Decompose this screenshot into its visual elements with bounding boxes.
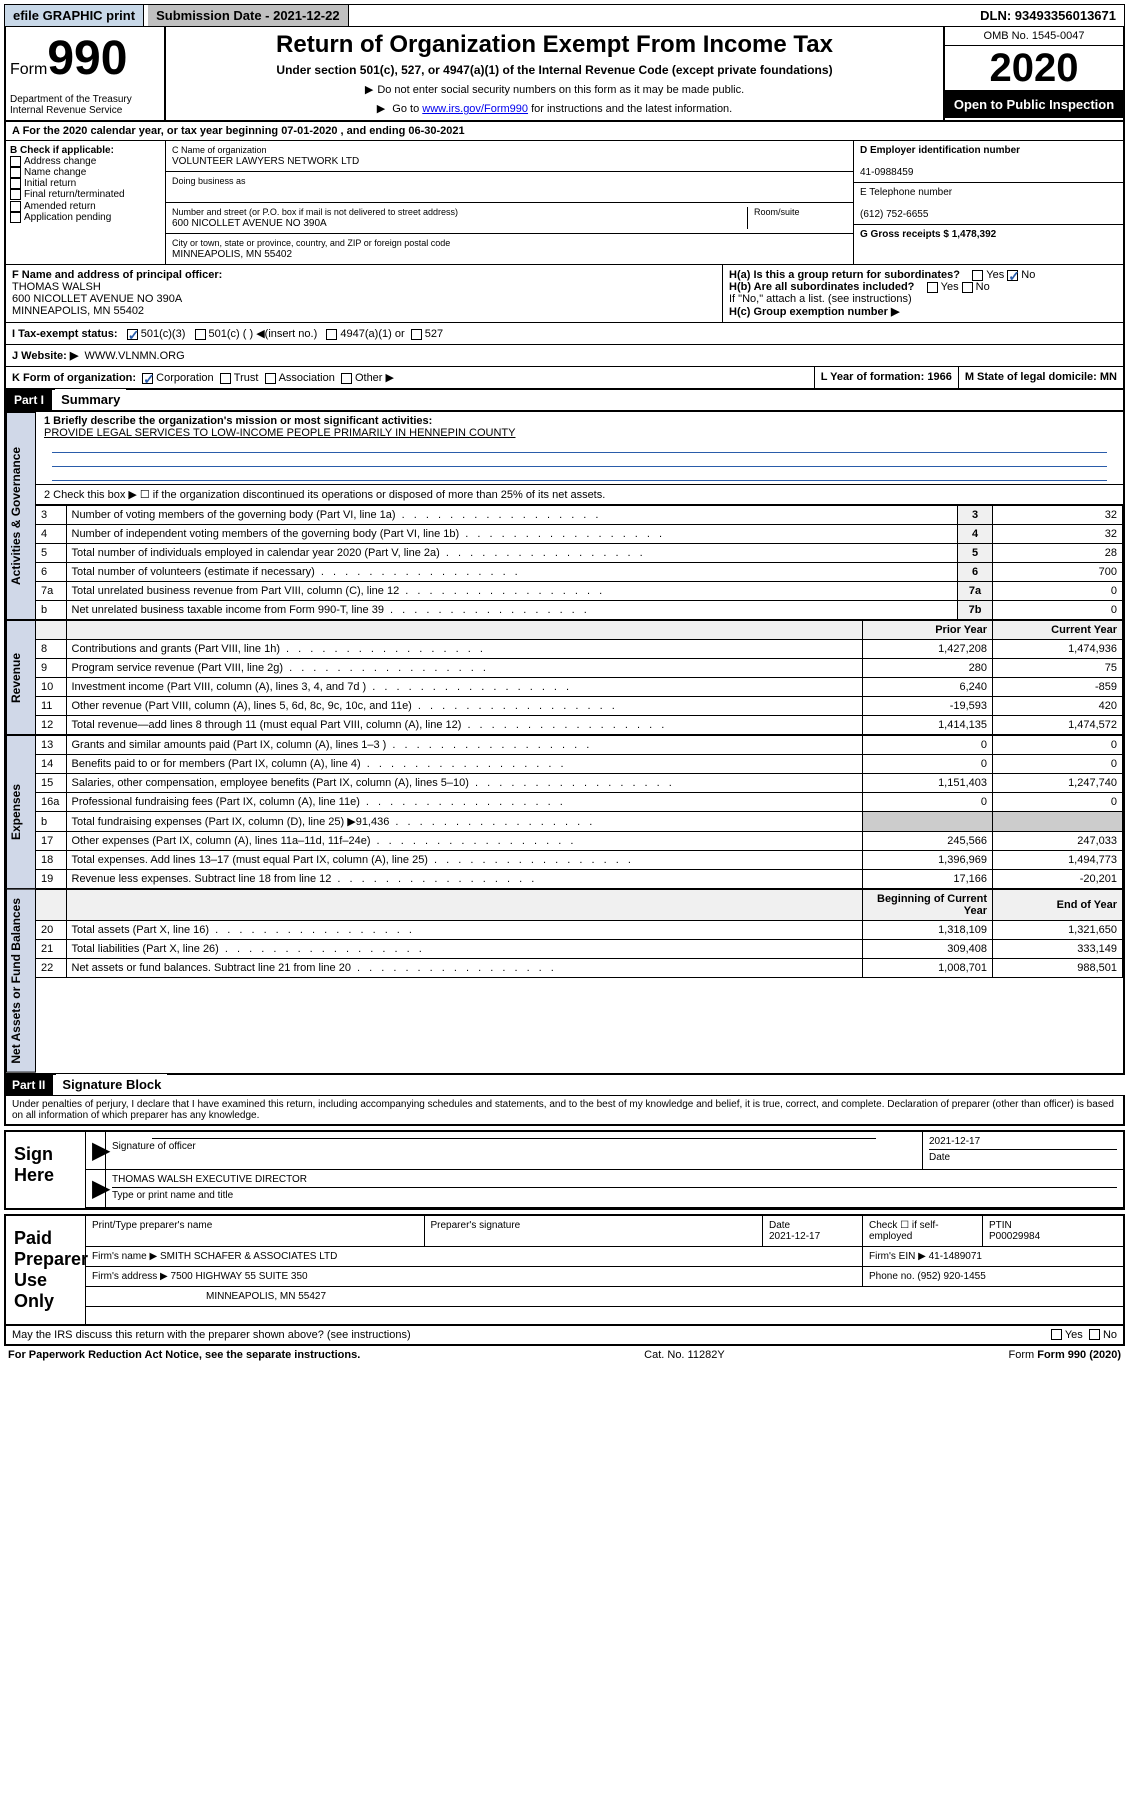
part1-title: Summary: [55, 389, 126, 410]
gross-receipts: G Gross receipts $ 1,478,392: [860, 229, 996, 240]
form-subtitle: Under section 501(c), 527, or 4947(a)(1)…: [174, 63, 935, 77]
phone: (612) 752-6655: [860, 209, 928, 220]
form-title: Return of Organization Exempt From Incom…: [174, 31, 935, 59]
efile-button[interactable]: efile GRAPHIC print: [5, 5, 144, 26]
officer-name: THOMAS WALSH: [12, 281, 101, 293]
note-ssn: Do not enter social security numbers on …: [174, 83, 935, 96]
net-assets-table: Beginning of Current YearEnd of Year 20T…: [36, 889, 1123, 978]
part2-tag: Part II: [4, 1075, 53, 1095]
ein: 41-0988459: [860, 167, 913, 178]
side-net: Net Assets or Fund Balances: [6, 889, 36, 1073]
website: WWW.VLNMN.ORG: [84, 350, 184, 362]
irs-link[interactable]: www.irs.gov/Form990: [422, 103, 528, 115]
dln: DLN: 93493356013671: [972, 5, 1124, 26]
part2-title: Signature Block: [56, 1074, 167, 1095]
officer-sig-name: THOMAS WALSH EXECUTIVE DIRECTOR: [112, 1174, 307, 1185]
tax-year: 2020: [945, 46, 1123, 91]
side-revenue: Revenue: [6, 620, 36, 735]
declaration: Under penalties of perjury, I declare th…: [4, 1095, 1125, 1126]
form-number: 990: [47, 32, 127, 85]
form-header: Form990 Department of the Treasury Inter…: [4, 27, 1125, 122]
expenses-table: 13Grants and similar amounts paid (Part …: [36, 735, 1123, 889]
form-label: Form: [10, 61, 47, 78]
mission: PROVIDE LEGAL SERVICES TO LOW-INCOME PEO…: [44, 427, 516, 439]
open-public: Open to Public Inspection: [945, 91, 1123, 118]
street-address: 600 NICOLLET AVENUE NO 390A: [172, 218, 327, 229]
firm-name: Firm's name ▶ SMITH SCHAFER & ASSOCIATES…: [86, 1247, 863, 1266]
submission-date: Submission Date - 2021-12-22: [148, 5, 349, 26]
part1-tag: Part I: [6, 390, 52, 410]
dept-treasury: Department of the Treasury Internal Reve…: [10, 94, 160, 116]
note-link: Go to www.irs.gov/Form990 for instructio…: [174, 102, 935, 115]
org-name: VOLUNTEER LAWYERS NETWORK LTD: [172, 156, 359, 167]
side-governance: Activities & Governance: [6, 412, 36, 620]
governance-table: 3Number of voting members of the governi…: [36, 505, 1123, 620]
info-grid: B Check if applicable: Address change Na…: [4, 141, 1125, 265]
revenue-table: Prior YearCurrent Year 8Contributions an…: [36, 620, 1123, 735]
city-state-zip: MINNEAPOLIS, MN 55402: [172, 249, 292, 260]
paid-preparer-block: Paid Preparer Use Only Print/Type prepar…: [4, 1214, 1125, 1326]
col-b: B Check if applicable: Address change Na…: [6, 141, 166, 264]
footer: For Paperwork Reduction Act Notice, see …: [4, 1346, 1125, 1364]
side-expenses: Expenses: [6, 735, 36, 889]
top-bar: efile GRAPHIC print Submission Date - 20…: [4, 4, 1125, 27]
sign-here-block: Sign Here ▶ Signature of officer 2021-12…: [4, 1130, 1125, 1210]
omb-number: OMB No. 1545-0047: [945, 27, 1123, 46]
line-a: A For the 2020 calendar year, or tax yea…: [4, 122, 1125, 141]
